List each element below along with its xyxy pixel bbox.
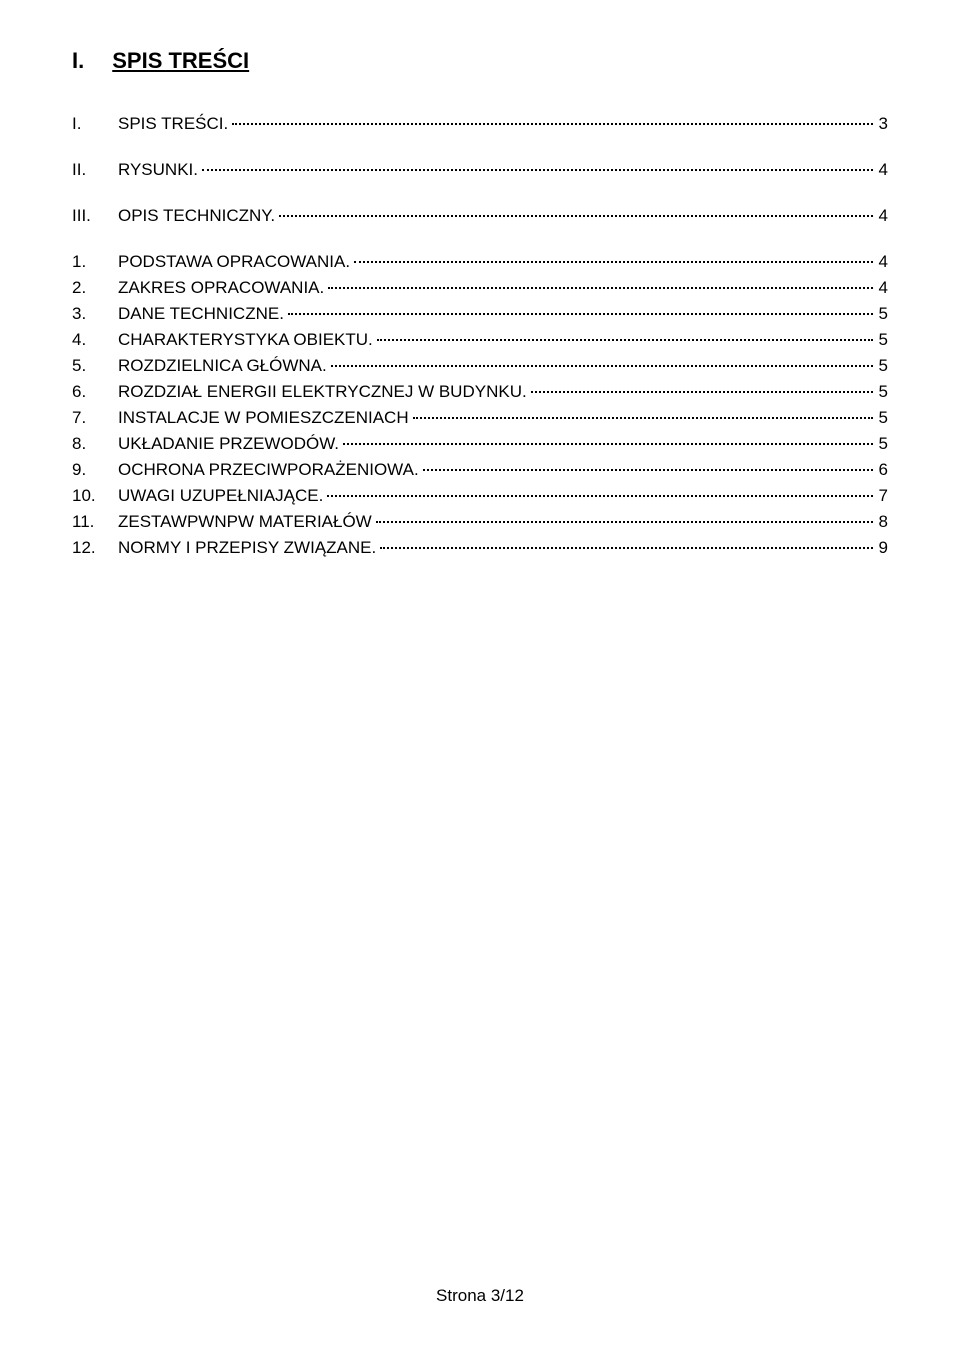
toc-entry: III.OPIS TECHNICZNY. 4 — [72, 206, 888, 226]
toc-entry-number: 6. — [72, 382, 118, 402]
toc-entry: I.SPIS TREŚCI. 3 — [72, 114, 888, 134]
toc-entry-number: 12. — [72, 538, 118, 558]
toc-leader-dots — [328, 287, 872, 289]
toc-entry-number: 10. — [72, 486, 118, 506]
toc-entry-label: UWAGI UZUPEŁNIAJĄCE. — [118, 486, 323, 506]
toc-entry-label: PODSTAWA OPRACOWANIA. — [118, 252, 350, 272]
toc-entry-page: 8 — [877, 512, 888, 532]
toc-entry-label: CHARAKTERYSTYKA OBIEKTU. — [118, 330, 373, 350]
toc-entry-number: II. — [72, 160, 118, 180]
toc-leader-dots — [331, 365, 873, 367]
toc-entry-page: 5 — [877, 304, 888, 324]
toc-entry-number: 2. — [72, 278, 118, 298]
toc-entry: 7.INSTALACJE W POMIESZCZENIACH 5 — [72, 408, 888, 428]
toc-entry-page: 4 — [877, 278, 888, 298]
section-heading: I. SPIS TREŚCI — [72, 48, 888, 74]
toc-leader-dots — [288, 313, 873, 315]
toc-entry-label: UKŁADANIE PRZEWODÓW. — [118, 434, 339, 454]
toc-entry-number: 3. — [72, 304, 118, 324]
toc-entry-page: 3 — [877, 114, 888, 134]
toc-entry: 12.NORMY I PRZEPISY ZWIĄZANE. 9 — [72, 538, 888, 558]
table-of-contents: I.SPIS TREŚCI.3II.RYSUNKI.4III.OPIS TECH… — [72, 114, 888, 558]
toc-entry: 6.ROZDZIAŁ ENERGII ELEKTRYCZNEJ W BUDYNK… — [72, 382, 888, 402]
toc-gap — [72, 140, 888, 160]
toc-entry-page: 5 — [877, 382, 888, 402]
toc-entry-number: 8. — [72, 434, 118, 454]
toc-leader-dots — [202, 169, 873, 171]
toc-entry-label: NORMY I PRZEPISY ZWIĄZANE. — [118, 538, 376, 558]
toc-entry-label: ROZDZIAŁ ENERGII ELEKTRYCZNEJ W BUDYNKU. — [118, 382, 527, 402]
toc-entry-label: ROZDZIELNICA GŁÓWNA. — [118, 356, 327, 376]
toc-entry-page: 5 — [877, 434, 888, 454]
toc-entry: 1.PODSTAWA OPRACOWANIA. 4 — [72, 252, 888, 272]
toc-leader-dots — [343, 443, 873, 445]
toc-entry-page: 5 — [877, 330, 888, 350]
toc-entry-page: 5 — [877, 408, 888, 428]
toc-entry-number: 1. — [72, 252, 118, 272]
toc-entry: 10.UWAGI UZUPEŁNIAJĄCE. 7 — [72, 486, 888, 506]
toc-entry-number: 7. — [72, 408, 118, 428]
document-page: I. SPIS TREŚCI I.SPIS TREŚCI.3II.RYSUNKI… — [0, 0, 960, 1366]
toc-entry-label: ZESTAWPWNPW MATERIAŁÓW — [118, 512, 372, 532]
toc-entry-number: 5. — [72, 356, 118, 376]
toc-entry-number: 9. — [72, 460, 118, 480]
toc-leader-dots — [531, 391, 873, 393]
toc-entry: 9.OCHRONA PRZECIWPORAŻENIOWA. 6 — [72, 460, 888, 480]
toc-entry: 2.ZAKRES OPRACOWANIA. 4 — [72, 278, 888, 298]
toc-entry-number: 11. — [72, 512, 118, 532]
toc-entry-page: 7 — [877, 486, 888, 506]
toc-leader-dots — [279, 215, 872, 217]
toc-entry: 4.CHARAKTERYSTYKA OBIEKTU. 5 — [72, 330, 888, 350]
page-footer: Strona 3/12 — [0, 1286, 960, 1306]
toc-entry-number: III. — [72, 206, 118, 226]
toc-entry-number: I. — [72, 114, 118, 134]
toc-entry-label: OCHRONA PRZECIWPORAŻENIOWA. — [118, 460, 419, 480]
toc-leader-dots — [380, 547, 872, 549]
toc-entry: II.RYSUNKI. 4 — [72, 160, 888, 180]
toc-entry: 11.ZESTAWPWNPW MATERIAŁÓW 8 — [72, 512, 888, 532]
section-number: I. — [72, 48, 84, 74]
toc-entry-label: SPIS TREŚCI. — [118, 114, 228, 134]
toc-entry-label: RYSUNKI. — [118, 160, 198, 180]
toc-leader-dots — [423, 469, 873, 471]
toc-entry-page: 6 — [877, 460, 888, 480]
toc-entry-page: 4 — [877, 206, 888, 226]
toc-entry-page: 9 — [877, 538, 888, 558]
toc-entry-page: 5 — [877, 356, 888, 376]
toc-entry-page: 4 — [877, 252, 888, 272]
toc-entry: 3.DANE TECHNICZNE. 5 — [72, 304, 888, 324]
toc-entry-label: OPIS TECHNICZNY. — [118, 206, 275, 226]
section-title: SPIS TREŚCI — [112, 48, 249, 74]
toc-entry-label: DANE TECHNICZNE. — [118, 304, 284, 324]
toc-entry-label: INSTALACJE W POMIESZCZENIACH — [118, 408, 409, 428]
toc-entry: 5.ROZDZIELNICA GŁÓWNA. 5 — [72, 356, 888, 376]
toc-entry-page: 4 — [877, 160, 888, 180]
toc-gap — [72, 186, 888, 206]
toc-entry: 8.UKŁADANIE PRZEWODÓW. 5 — [72, 434, 888, 454]
toc-gap — [72, 232, 888, 252]
toc-leader-dots — [354, 261, 872, 263]
toc-leader-dots — [232, 123, 872, 125]
toc-entry-number: 4. — [72, 330, 118, 350]
toc-leader-dots — [377, 339, 873, 341]
toc-entry-label: ZAKRES OPRACOWANIA. — [118, 278, 324, 298]
toc-leader-dots — [376, 521, 873, 523]
toc-leader-dots — [413, 417, 873, 419]
toc-leader-dots — [327, 495, 872, 497]
